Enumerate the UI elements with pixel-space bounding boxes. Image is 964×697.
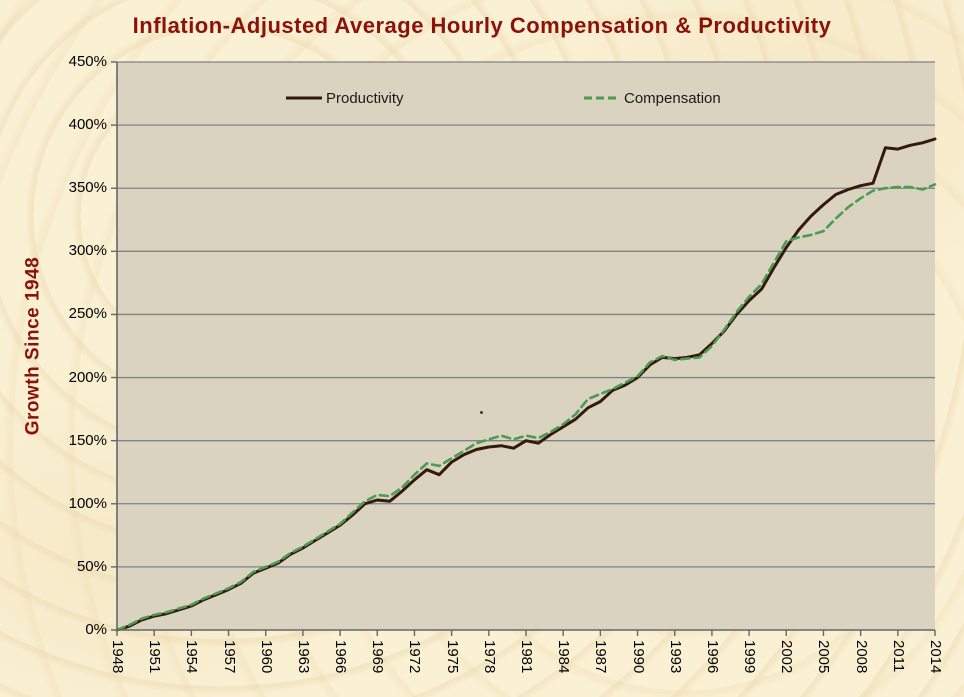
compensation-line-swatch-icon: [584, 96, 620, 100]
series-line-compensation: [115, 183, 937, 632]
legend-item-compensation: Compensation: [583, 89, 721, 107]
legend-label-productivity: Productivity: [326, 89, 404, 107]
legend-item-productivity: Productivity: [285, 89, 404, 107]
x-tick-label: 1966: [332, 640, 350, 674]
y-tick-label: 450%: [68, 53, 107, 70]
y-tick-label: 100%: [68, 494, 107, 512]
x-tick-label: 1987: [592, 640, 610, 674]
x-tick-label: 1954: [183, 640, 201, 674]
y-tick-label: 400%: [68, 116, 107, 134]
x-tick-label: 1990: [629, 640, 647, 674]
legend-label-compensation: Compensation: [624, 89, 721, 107]
x-tick-label: 1957: [220, 640, 238, 674]
x-tick-label: 2008: [852, 640, 870, 674]
chart-title: Inflation-Adjusted Average Hourly Compen…: [132, 13, 832, 38]
y-tick-label: 50%: [76, 557, 107, 575]
x-tick-label: 1975: [443, 640, 461, 674]
y-tick-label: 200%: [68, 368, 107, 386]
x-tick-label: 1951: [146, 640, 164, 674]
x-tick-label: 1969: [369, 640, 387, 674]
plot-area: [117, 62, 935, 630]
x-tick-label: 1984: [555, 640, 573, 674]
x-tick-label: 1993: [666, 640, 684, 674]
y-tick-label: 350%: [68, 179, 107, 197]
productivity-line-swatch-icon: [286, 96, 322, 100]
x-tick-label: 1999: [741, 640, 759, 674]
y-tick-label: 300%: [68, 242, 107, 260]
x-tick-label: 1963: [294, 640, 312, 674]
x-tick-label: 2002: [778, 640, 796, 674]
x-tick-label: 2005: [815, 640, 833, 674]
x-tick-label: 1960: [257, 640, 275, 674]
y-tick-label: 150%: [68, 431, 107, 449]
x-tick-label: 1981: [518, 640, 535, 674]
x-tick-label: 2014: [927, 640, 944, 674]
x-tick-label: 1996: [703, 640, 721, 674]
x-tick-label: 1978: [480, 640, 498, 674]
stray-dot-artifact: [480, 411, 483, 414]
y-tick-label: 250%: [68, 305, 107, 323]
x-tick-label: 2011: [889, 640, 907, 673]
x-tick-label: 1972: [406, 640, 424, 674]
y-tick-label: 0%: [85, 621, 107, 638]
x-tick-label: 1948: [109, 640, 126, 674]
